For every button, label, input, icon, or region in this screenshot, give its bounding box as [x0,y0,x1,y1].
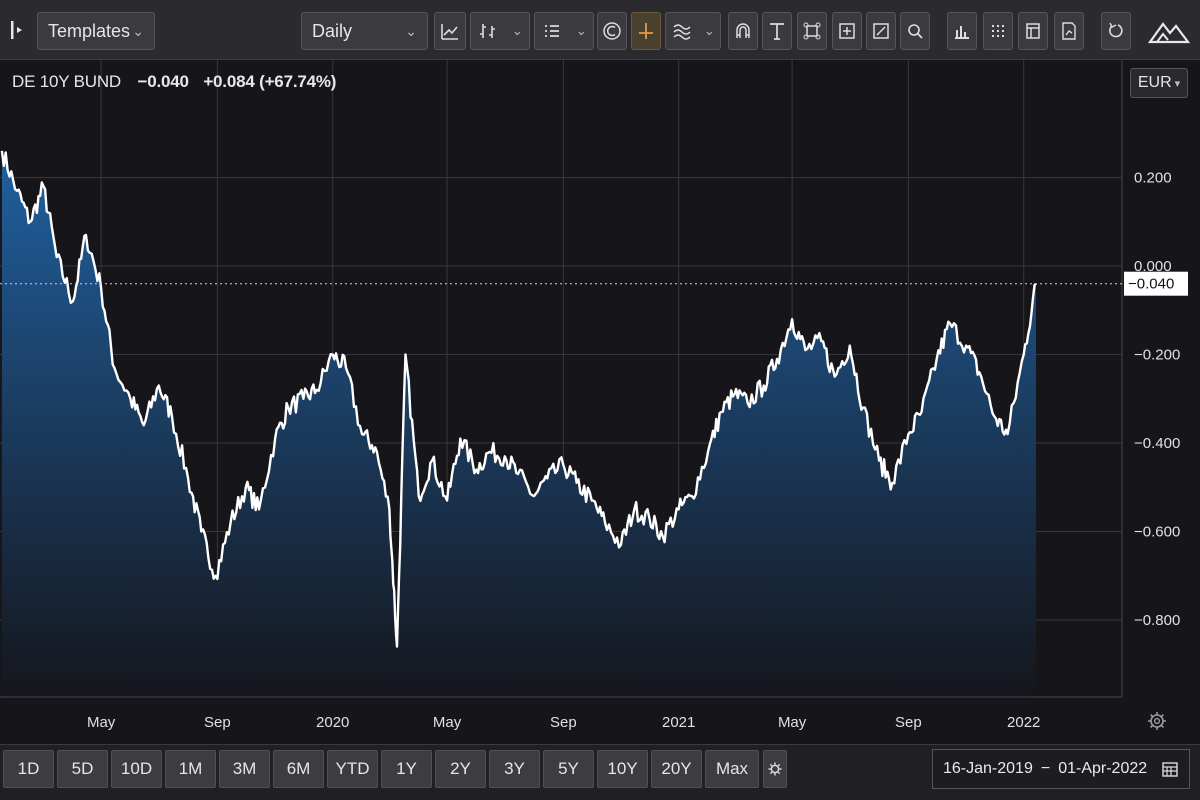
chevron-down-icon: ⌄ [132,22,144,39]
last-value-tag [1124,271,1188,296]
interval-dropdown[interactable]: Daily ⌄ [301,12,428,50]
list-button[interactable]: ⌄ [534,12,594,50]
chart-style-button[interactable]: ⌄ [470,12,530,50]
date-range-separator: − [1040,760,1051,777]
draw-icon [873,23,889,39]
brand-logo-icon [1148,22,1190,44]
chevron-down-icon: ⌄ [511,23,523,38]
series-line [0,150,1037,648]
range-button-10y[interactable]: 10Y [597,750,648,788]
grid-button[interactable] [983,12,1013,50]
symbol-name: DE 10Y BUND [12,72,121,91]
range-settings-button[interactable] [763,750,787,788]
zoom-icon [908,24,923,39]
range-button-ytd[interactable]: YTD [327,750,378,788]
date-range-start: 16-Jan-2019 [943,760,1033,777]
interval-label: Daily [312,20,353,41]
x-tick-label: May [87,714,116,731]
range-button-max[interactable]: Max [705,750,759,788]
undo-icon [1109,22,1123,38]
date-range-picker[interactable]: 16-Jan-2019 − 01-Apr-2022 [932,749,1190,789]
crosshair-icon [639,23,653,39]
line-chart-button[interactable] [434,12,466,50]
report-button[interactable] [1054,12,1084,50]
y-tick-label: −0.400 [1134,435,1180,452]
sidebar-toggle-icon[interactable] [10,18,26,42]
magnet-button[interactable] [728,12,758,50]
crosshair-button[interactable] [631,12,661,50]
change-value: +0.084 (+67.74%) [203,72,337,91]
x-tick-label: 2021 [662,714,695,731]
x-tick-label: Sep [895,714,922,731]
zoom-button[interactable] [900,12,930,50]
text-icon [770,23,784,40]
x-tick-label: 2022 [1007,714,1040,731]
range-button-1d[interactable]: 1D [3,750,54,788]
currency-label: EUR [1137,74,1172,91]
add-panel-icon [839,23,855,39]
chevron-down-icon: ⌄ [405,22,417,39]
chevron-down-icon: ▾ [1174,77,1181,90]
currency-dropdown[interactable]: EUR ▾ [1130,68,1188,98]
range-button-3m[interactable]: 3M [219,750,270,788]
range-button-5d[interactable]: 5D [57,750,108,788]
studies-icon [673,24,691,40]
y-tick-label: 0.200 [1134,170,1172,187]
pattern-icon [803,22,821,40]
range-button-1y[interactable]: 1Y [381,750,432,788]
axis-settings-gear-icon[interactable] [1146,710,1168,732]
x-tick-label: May [433,714,462,731]
chevron-down-icon: ⌄ [575,23,587,38]
chart-style-icon [480,24,496,38]
range-button-2y[interactable]: 2Y [435,750,486,788]
bar-chart-icon [955,26,969,39]
layout-icon [1026,23,1040,39]
text-button[interactable] [762,12,792,50]
x-tick-label: Sep [204,714,231,731]
date-range-end: 01-Apr-2022 [1058,760,1148,777]
range-bar: 1D 5D 10D 1M 3M 6M YTD 1Y 2Y 3Y 5Y 10Y 20Y Max 16-Jan… [0,744,1200,800]
calendar-icon [1162,762,1178,777]
pattern-button[interactable] [797,12,827,50]
range-button-20y[interactable]: 20Y [651,750,702,788]
magnet-icon [736,23,750,38]
x-tick-label: Sep [550,714,577,731]
price-chart[interactable]: 0.200 0.000 −0.200 −0.400 −0.600 −0.800 May Sep… [0,0,1200,744]
range-button-3y[interactable]: 3Y [489,750,540,788]
series-legend: DE 10Y BUND −0.040 +0.084 (+67.74%) [12,72,336,92]
layout-button[interactable] [1018,12,1048,50]
range-button-5y[interactable]: 5Y [543,750,594,788]
report-icon [1062,22,1076,40]
currency-icon [603,22,621,40]
chevron-down-icon: ⌄ [703,23,715,38]
y-tick-label: 0.000 [1134,258,1172,275]
add-panel-button[interactable] [832,12,862,50]
line-chart-icon [441,24,458,40]
draw-button[interactable] [866,12,896,50]
x-tick-label: 2020 [316,714,349,731]
range-button-10d[interactable]: 10D [111,750,162,788]
range-button-1m[interactable]: 1M [165,750,216,788]
chart-area[interactable]: 0.200 0.000 −0.200 −0.400 −0.600 −0.800 May Sep… [0,0,1200,744]
y-tick-label: −0.600 [1134,524,1180,541]
list-icon [545,25,560,37]
gear-icon [768,762,782,776]
grid-icon [992,25,1004,37]
range-button-6m[interactable]: 6M [273,750,324,788]
bar-chart-button[interactable] [947,12,977,50]
series-area-fill [1,150,1036,697]
studies-button[interactable]: ⌄ [665,12,721,50]
currency-button[interactable] [597,12,627,50]
templates-label: Templates [48,20,131,41]
y-tick-label: −0.800 [1134,612,1180,629]
last-value-label: −0.040 [1128,276,1174,293]
y-tick-label: −0.200 [1134,347,1180,364]
undo-button[interactable] [1101,12,1131,50]
templates-dropdown[interactable]: Templates ⌄ [37,12,155,50]
toolbar: Templates ⌄ Daily ⌄ ⌄ ⌄ ⌄ [0,0,1200,60]
x-tick-label: May [778,714,807,731]
last-value: −0.040 [137,72,189,91]
